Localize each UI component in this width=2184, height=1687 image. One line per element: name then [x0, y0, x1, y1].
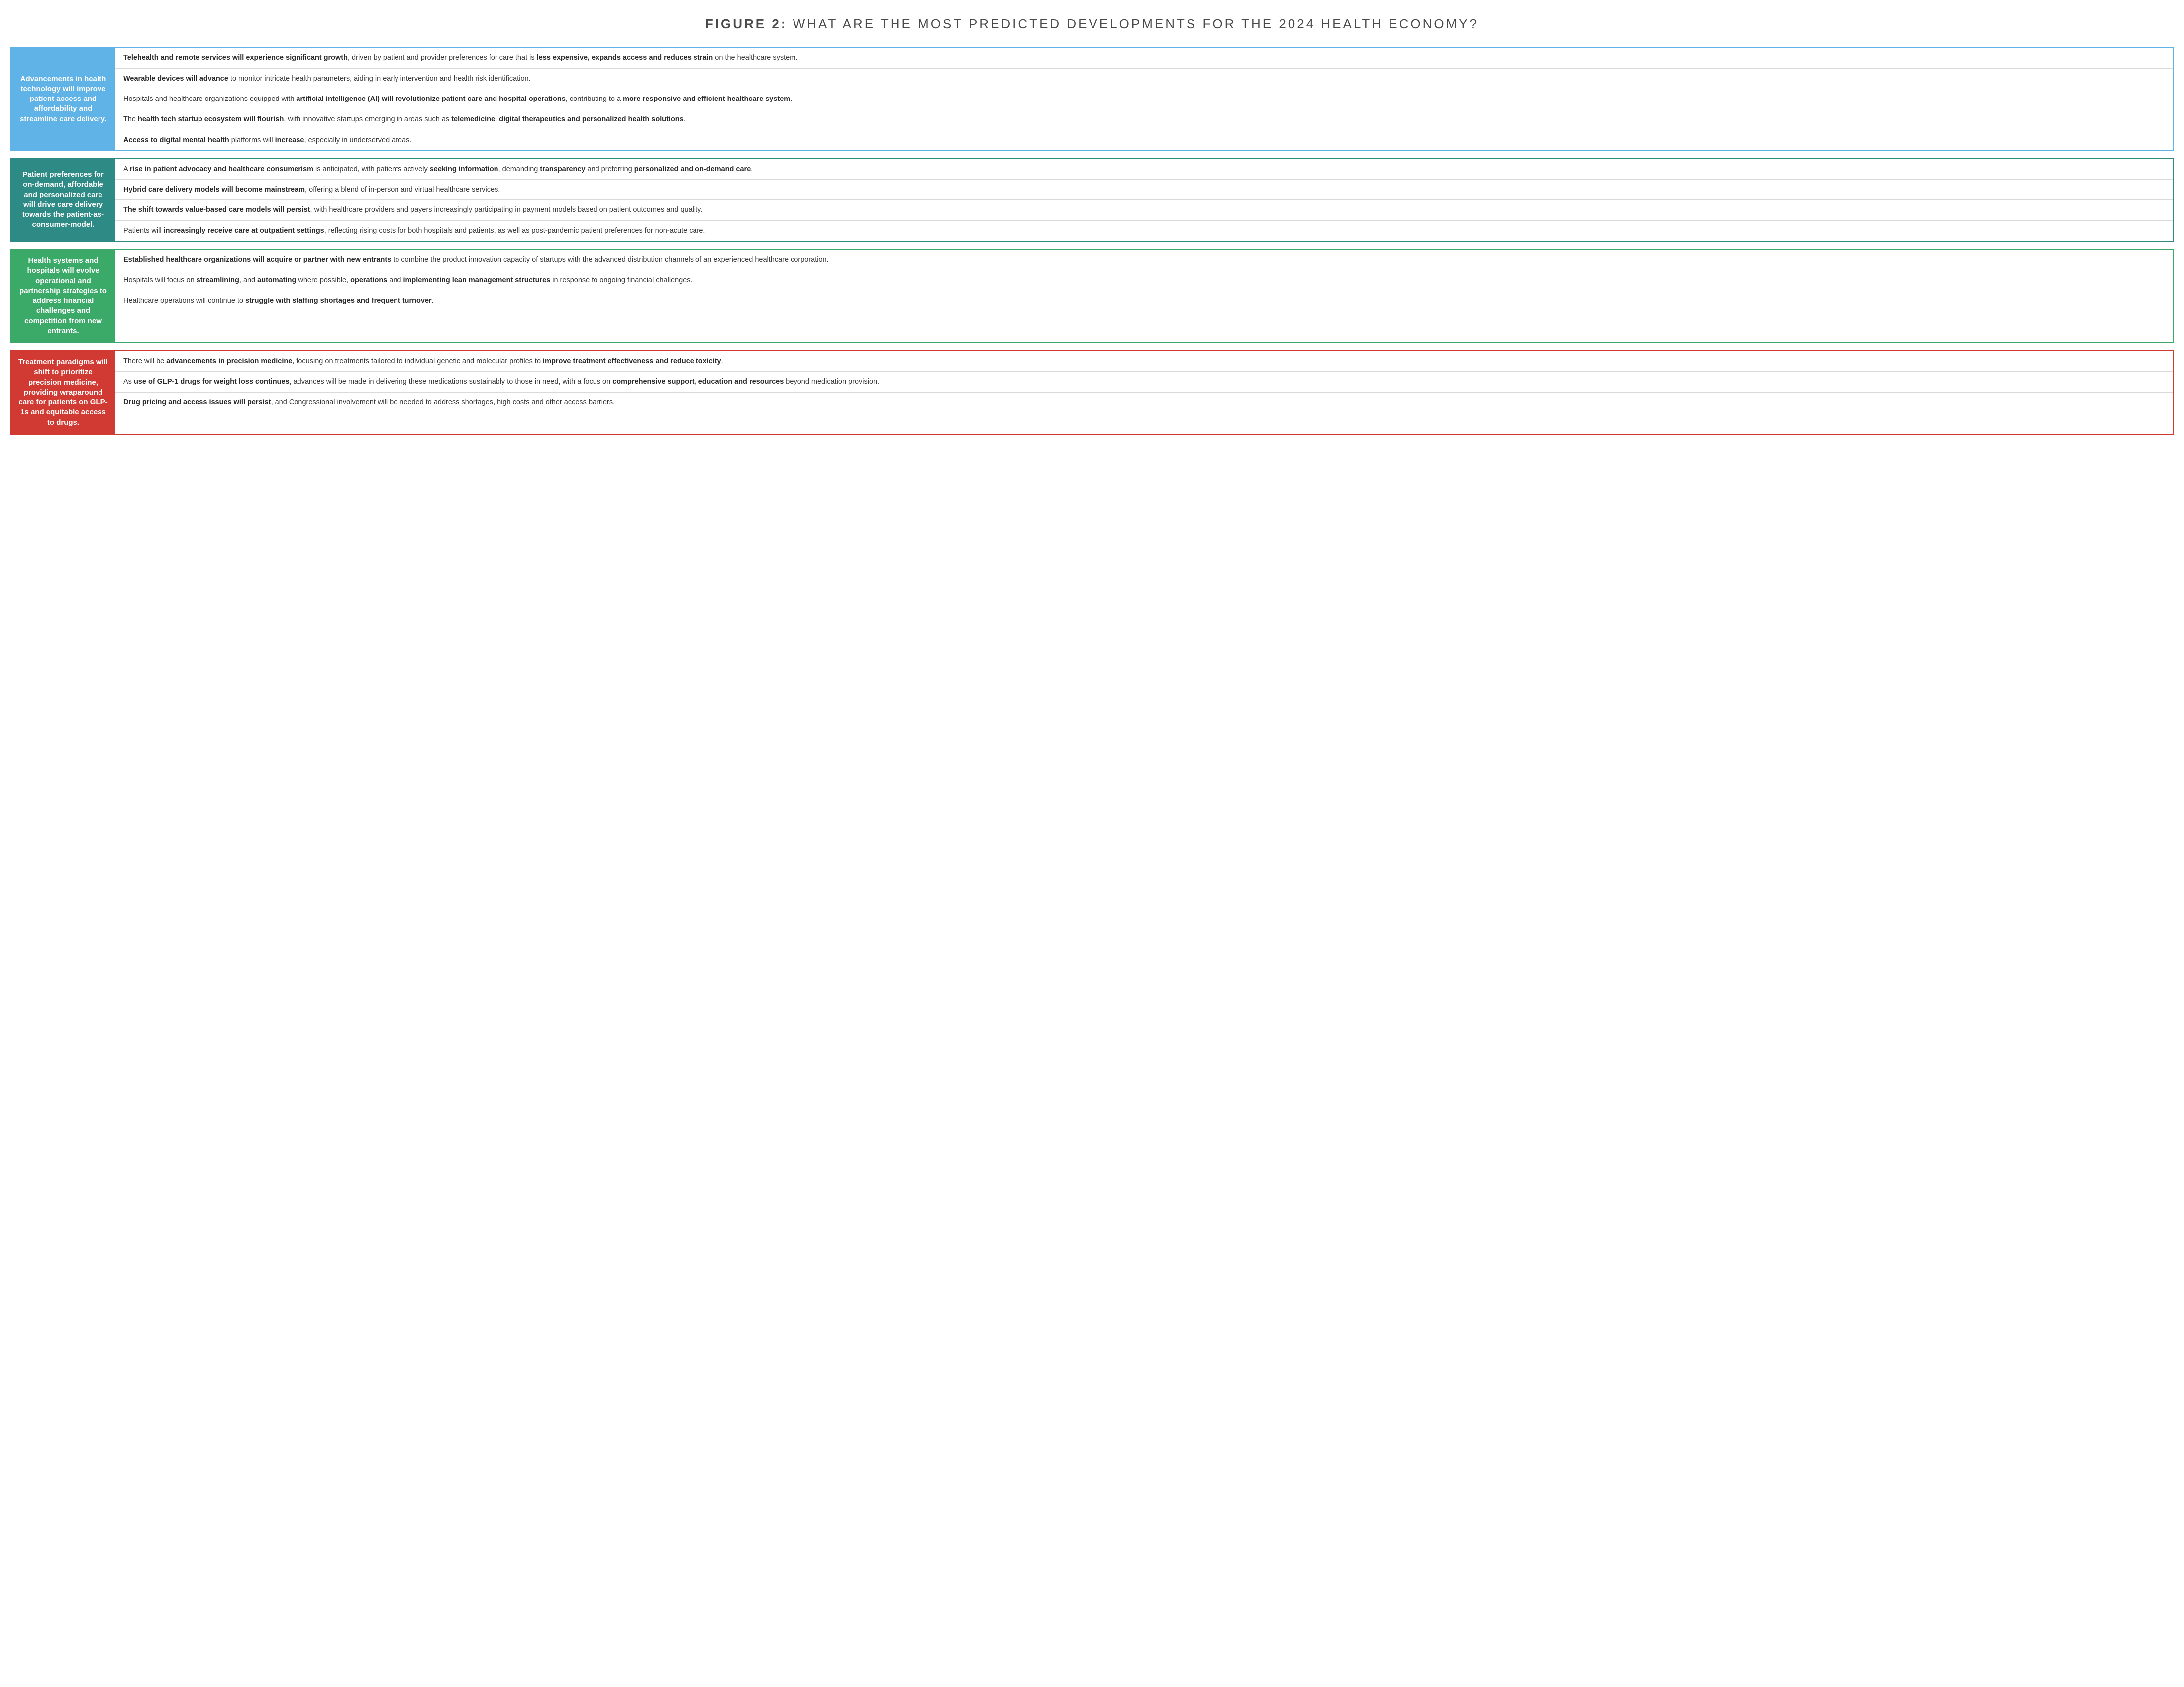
row: A rise in patient advocacy and healthcar… — [115, 159, 2173, 180]
row: Established healthcare organizations wil… — [115, 250, 2173, 270]
row: Telehealth and remote services will expe… — [115, 48, 2173, 68]
row: Wearable devices will advance to monitor… — [115, 69, 2173, 89]
row: Access to digital mental health platform… — [115, 130, 2173, 150]
section-rows: A rise in patient advocacy and healthcar… — [115, 159, 2173, 241]
row: As use of GLP-1 drugs for weight loss co… — [115, 372, 2173, 392]
row: The shift towards value-based care model… — [115, 200, 2173, 220]
section-label: Advancements in health technology will i… — [11, 48, 115, 150]
figure-question: WHAT ARE THE MOST PREDICTED DEVELOPMENTS… — [788, 16, 1479, 31]
section-label: Patient preferences for on-demand, affor… — [11, 159, 115, 241]
section-rows: Telehealth and remote services will expe… — [115, 48, 2173, 150]
section-2: Health systems and hospitals will evolve… — [10, 249, 2174, 343]
section-0: Advancements in health technology will i… — [10, 47, 2174, 151]
row: Hospitals will focus on streamlining, an… — [115, 270, 2173, 291]
section-rows: There will be advancements in precision … — [115, 351, 2173, 434]
row: Hybrid care delivery models will become … — [115, 180, 2173, 200]
section-3: Treatment paradigms will shift to priori… — [10, 350, 2174, 435]
section-1: Patient preferences for on-demand, affor… — [10, 158, 2174, 242]
row: Patients will increasingly receive care … — [115, 221, 2173, 241]
section-rows: Established healthcare organizations wil… — [115, 250, 2173, 342]
row: Drug pricing and access issues will pers… — [115, 393, 2173, 412]
sections-container: Advancements in health technology will i… — [10, 47, 2174, 434]
row: The health tech startup ecosystem will f… — [115, 109, 2173, 130]
section-label: Health systems and hospitals will evolve… — [11, 250, 115, 342]
section-label: Treatment paradigms will shift to priori… — [11, 351, 115, 434]
figure-label: FIGURE 2: — [705, 16, 788, 31]
row: There will be advancements in precision … — [115, 351, 2173, 372]
figure-title: FIGURE 2: WHAT ARE THE MOST PREDICTED DE… — [10, 15, 2174, 33]
row: Hospitals and healthcare organizations e… — [115, 89, 2173, 109]
row: Healthcare operations will continue to s… — [115, 291, 2173, 311]
